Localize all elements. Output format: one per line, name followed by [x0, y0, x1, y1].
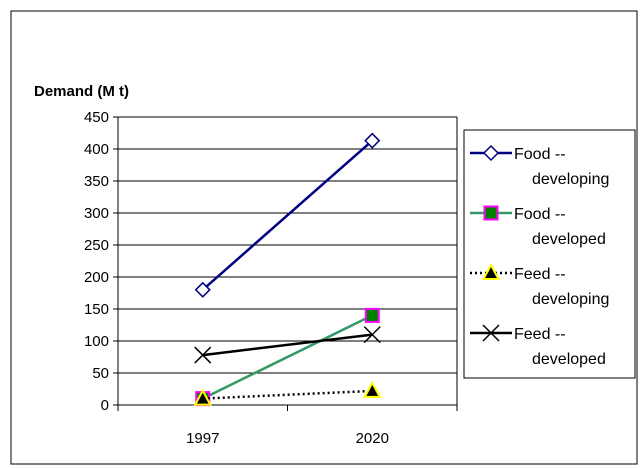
legend-label: Food -- — [514, 206, 566, 223]
series-3 — [194, 326, 381, 364]
legend-label: Food -- — [514, 146, 566, 163]
series-layer — [193, 132, 382, 407]
axes: 0 50 100 150 200 250 300 350 400 450 1997 2020 — [84, 109, 458, 447]
data-point — [193, 388, 212, 406]
data-point — [363, 326, 381, 344]
legend-entry: Feed -- developed — [470, 324, 606, 368]
legend-swatch-marker — [482, 324, 500, 342]
series-line — [202, 333, 373, 357]
legend-swatch-marker — [481, 262, 501, 280]
y-tick-label: 0 — [101, 397, 109, 414]
legend-entry: Food -- developed — [470, 205, 606, 248]
data-point — [194, 346, 212, 364]
legend-label: developing — [532, 171, 609, 188]
series-2 — [193, 380, 382, 406]
legend-label: Feed -- — [514, 266, 566, 283]
legend-label: developed — [532, 231, 606, 248]
data-point — [194, 281, 211, 298]
y-tick-label: 300 — [84, 205, 109, 222]
series-line — [202, 314, 373, 400]
legend-label: developing — [532, 291, 609, 308]
y-tick-label: 400 — [84, 141, 109, 158]
legend-entry: Feed -- developing — [470, 262, 609, 308]
series-line — [201, 139, 374, 291]
legend-box — [463, 129, 636, 379]
legend-swatch-marker — [482, 144, 500, 162]
legend-label: Feed -- — [514, 326, 566, 343]
data-point — [363, 380, 382, 398]
y-tick-label: 100 — [84, 333, 109, 350]
y-axis-title: Demand (M t) — [34, 83, 129, 100]
series-line — [202, 389, 373, 400]
y-tick-label: 350 — [84, 173, 109, 190]
legend-swatch-marker — [483, 205, 499, 221]
series-0 — [194, 132, 381, 298]
x-tick-label: 1997 — [186, 430, 219, 447]
data-point — [364, 132, 381, 149]
gridlines — [118, 116, 457, 374]
y-tick-label: 150 — [84, 301, 109, 318]
legend-label: developed — [532, 351, 606, 368]
x-tick-label: 2020 — [356, 430, 389, 447]
y-tick-label: 200 — [84, 269, 109, 286]
data-point — [364, 307, 380, 323]
y-tick-label: 250 — [84, 237, 109, 254]
y-tick-label: 50 — [92, 365, 109, 382]
legend-entry: Food -- developing — [470, 144, 609, 188]
y-tick-label: 450 — [84, 109, 109, 126]
